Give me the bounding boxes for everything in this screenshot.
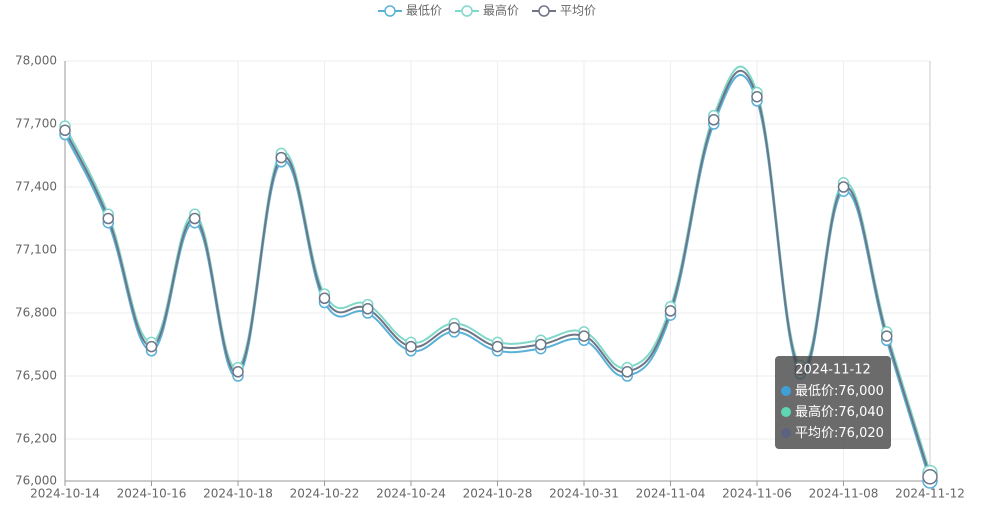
tooltip-sep: : [834, 426, 838, 441]
legend-icon [461, 5, 473, 17]
point [145, 340, 158, 353]
tooltip-value: 76,000 [838, 384, 884, 399]
y-tick-label: 78,000 [15, 54, 57, 68]
point [578, 330, 590, 342]
x-tick-label: 2024-11-08 [809, 487, 879, 501]
tooltip-name: 最低价 [795, 384, 834, 399]
point [621, 366, 633, 378]
point [318, 292, 331, 305]
x-tick-label: 2024-11-12 [895, 487, 965, 501]
tooltip-sep: : [834, 405, 838, 420]
point [708, 114, 720, 126]
tooltip-name: 平均价 [795, 426, 834, 441]
y-tick-label: 76,800 [15, 306, 57, 320]
y-tick-label: 77,700 [15, 117, 57, 131]
y-tick-label: 76,500 [15, 369, 57, 383]
point [751, 90, 763, 103]
point [405, 340, 417, 353]
tooltip-value: 76,020 [838, 426, 884, 441]
point [448, 321, 460, 334]
point [275, 151, 287, 164]
x-tick-label: 2024-11-04 [636, 487, 706, 501]
y-tick-label: 77,400 [15, 180, 57, 194]
x-tick-label: 2024-10-24 [376, 487, 446, 501]
y-tick-label: 76,000 [15, 474, 57, 488]
tooltip-sep: : [834, 384, 838, 399]
x-tick-label: 2024-10-31 [549, 487, 619, 501]
point [232, 366, 244, 378]
x-tick-label: 2024-10-18 [203, 487, 273, 501]
tooltip-row: 平均价:76,020 [795, 426, 884, 441]
point [664, 305, 677, 317]
legend-icon [384, 5, 396, 17]
tooltip-dot [781, 407, 791, 417]
tooltip-row: 最低价:76,000 [795, 384, 884, 399]
legend-label: 最低价 [406, 4, 442, 18]
tooltip-dot [781, 428, 791, 438]
point [491, 340, 504, 353]
point [881, 330, 893, 342]
point [837, 181, 850, 193]
tooltip-value: 76,040 [838, 405, 884, 420]
tooltip-dot [781, 386, 791, 396]
legend-icon [538, 5, 550, 17]
x-tick-label: 2024-10-28 [463, 487, 533, 501]
x-tick-label: 2024-10-14 [30, 487, 100, 501]
x-tick-label: 2024-11-06 [722, 487, 792, 501]
point [102, 212, 114, 225]
tooltip-title: 2024-11-12 [795, 363, 871, 378]
legend-label: 平均价 [560, 4, 596, 18]
legend-label: 最高价 [483, 3, 519, 18]
x-tick-label: 2024-10-22 [290, 487, 360, 501]
tooltip-box [775, 356, 891, 449]
point [922, 469, 938, 485]
x-tick-label: 2024-10-16 [117, 487, 187, 501]
point [535, 338, 547, 351]
y-tick-label: 77,100 [15, 243, 57, 257]
point [189, 212, 201, 225]
tooltip-row: 最高价:76,040 [795, 404, 884, 420]
y-tick-label: 76,200 [15, 432, 57, 446]
point [362, 303, 374, 315]
point [59, 124, 71, 137]
tooltip-name: 最高价 [795, 404, 834, 420]
